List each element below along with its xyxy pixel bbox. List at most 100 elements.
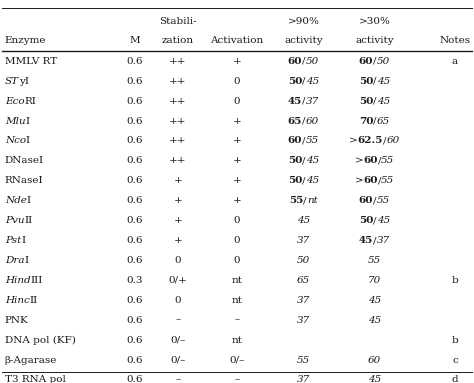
Text: 0.6: 0.6 [127, 116, 143, 126]
Text: +: + [173, 236, 182, 245]
Text: +: + [173, 216, 182, 225]
Text: /: / [303, 196, 307, 205]
Text: /: / [374, 196, 377, 205]
Text: 37: 37 [306, 97, 319, 106]
Text: 45: 45 [359, 236, 373, 245]
Text: DNA pol (KF): DNA pol (KF) [5, 336, 76, 345]
Text: 0: 0 [234, 256, 240, 265]
Text: 70: 70 [368, 276, 381, 285]
Text: 65: 65 [377, 116, 390, 126]
Text: 37: 37 [297, 236, 310, 245]
Text: DNaseI: DNaseI [5, 156, 44, 165]
Text: 0.6: 0.6 [127, 196, 143, 205]
Text: +: + [233, 116, 241, 126]
Text: ++: ++ [169, 57, 186, 66]
Text: 60: 60 [288, 136, 302, 146]
Text: Stabili-: Stabili- [159, 16, 197, 26]
Text: 45: 45 [368, 316, 381, 325]
Text: >30%: >30% [358, 16, 391, 26]
Text: /: / [302, 116, 306, 126]
Text: 50: 50 [288, 77, 302, 86]
Text: 0.6: 0.6 [127, 236, 143, 245]
Text: ST: ST [5, 77, 19, 86]
Text: nt: nt [231, 296, 243, 305]
Text: c: c [452, 355, 458, 365]
Text: nt: nt [231, 276, 243, 285]
Text: /: / [374, 57, 377, 66]
Text: –: – [234, 375, 240, 383]
Text: 50: 50 [297, 256, 310, 265]
Text: 65: 65 [288, 116, 302, 126]
Text: /: / [378, 156, 381, 165]
Text: 50: 50 [359, 77, 373, 86]
Text: +: + [233, 57, 241, 66]
Text: 62.5: 62.5 [358, 136, 383, 146]
Text: 45: 45 [306, 176, 319, 185]
Text: Nde: Nde [5, 196, 27, 205]
Text: 55: 55 [377, 196, 390, 205]
Text: >90%: >90% [287, 16, 319, 26]
Text: /: / [302, 77, 306, 86]
Text: 0: 0 [174, 296, 181, 305]
Text: 0.6: 0.6 [127, 296, 143, 305]
Text: /: / [378, 176, 381, 185]
Text: 0/–: 0/– [170, 336, 185, 345]
Text: /: / [373, 77, 377, 86]
Text: 0: 0 [234, 216, 240, 225]
Text: Activation: Activation [210, 36, 264, 46]
Text: 55: 55 [368, 256, 381, 265]
Text: /: / [373, 216, 377, 225]
Text: >: > [355, 176, 363, 185]
Text: /: / [373, 236, 377, 245]
Text: zation: zation [162, 36, 194, 46]
Text: Pst: Pst [5, 236, 21, 245]
Text: 0/+: 0/+ [168, 276, 187, 285]
Text: b: b [452, 276, 458, 285]
Text: 45: 45 [377, 216, 390, 225]
Text: T3 RNA pol: T3 RNA pol [5, 375, 65, 383]
Text: +: + [173, 176, 182, 185]
Text: /: / [383, 136, 387, 146]
Text: PNK: PNK [5, 316, 28, 325]
Text: RNaseI: RNaseI [5, 176, 43, 185]
Text: d: d [452, 375, 458, 383]
Text: M: M [130, 36, 140, 46]
Text: /: / [373, 97, 377, 106]
Text: 50: 50 [359, 216, 373, 225]
Text: 0.6: 0.6 [127, 156, 143, 165]
Text: I: I [26, 116, 29, 126]
Text: ++: ++ [169, 77, 186, 86]
Text: 50: 50 [306, 57, 319, 66]
Text: 55: 55 [289, 196, 303, 205]
Text: 45: 45 [288, 97, 302, 106]
Text: 60: 60 [363, 156, 378, 165]
Text: 60: 60 [288, 57, 302, 66]
Text: /: / [302, 97, 306, 106]
Text: 0: 0 [234, 236, 240, 245]
Text: ++: ++ [169, 136, 186, 146]
Text: +: + [233, 156, 241, 165]
Text: 37: 37 [377, 236, 390, 245]
Text: 0.6: 0.6 [127, 57, 143, 66]
Text: 60: 60 [368, 355, 381, 365]
Text: 0.3: 0.3 [127, 276, 143, 285]
Text: 50: 50 [359, 97, 373, 106]
Text: II: II [29, 296, 38, 305]
Text: 45: 45 [377, 97, 390, 106]
Text: /: / [374, 116, 377, 126]
Text: +: + [173, 196, 182, 205]
Text: 0.6: 0.6 [127, 355, 143, 365]
Text: 45: 45 [368, 375, 381, 383]
Text: Dra: Dra [5, 256, 24, 265]
Text: 45: 45 [377, 77, 390, 86]
Text: 0.6: 0.6 [127, 176, 143, 185]
Text: 55: 55 [306, 136, 319, 146]
Text: 60: 60 [306, 116, 319, 126]
Text: Nco: Nco [5, 136, 26, 146]
Text: >: > [349, 136, 358, 146]
Text: 0.6: 0.6 [127, 77, 143, 86]
Text: +: + [233, 176, 241, 185]
Text: 0.6: 0.6 [127, 216, 143, 225]
Text: 0/–: 0/– [229, 355, 245, 365]
Text: 55: 55 [297, 355, 310, 365]
